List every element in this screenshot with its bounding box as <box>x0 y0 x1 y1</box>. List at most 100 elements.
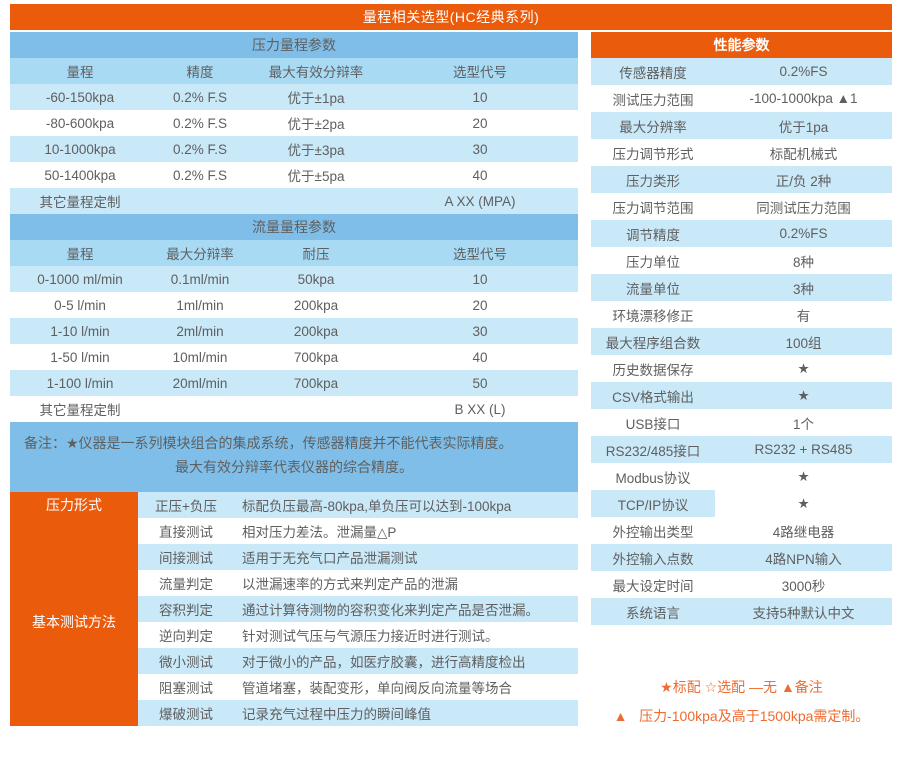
left-column: 压力量程参数 量程 精度 最大有效分辩率 选型代号 -60-150kpa 0.2% F.S… <box>10 32 578 726</box>
pressure-form-label: 压力形式 <box>10 491 138 518</box>
right-column: 性能参数 传感器精度 0.2%FS 测试压力范围 -100-1000kpa ▲1 最大分… <box>591 32 892 732</box>
pressure-col-header-1: 精度 <box>150 58 250 84</box>
performance-value: 0.2%FS <box>715 58 892 85</box>
flow-cell-2: 200kpa <box>250 318 382 344</box>
flow-cell-2: 50kpa <box>250 266 382 292</box>
performance-key: 传感器精度 <box>591 58 715 85</box>
flow-row: 0-1000 ml/min 0.1ml/min 50kpa 10 <box>10 266 578 292</box>
method-row: 逆向判定 针对测试气压与气源压力接近时进行测试。 <box>138 621 578 648</box>
pressure-cell-3: 30 <box>382 136 578 162</box>
flow-custom-code: B XX (L) <box>382 396 578 422</box>
legend-line-1: ★标配 ☆选配 —无 ▲备注 <box>660 679 823 695</box>
flow-cell-0: 0-5 l/min <box>10 292 150 318</box>
methods-block: 压力形式 基本测试方法 正压+负压 标配负压最高-80kpa,单负压可以达到-10… <box>10 491 578 726</box>
flow-cell-1: 10ml/min <box>150 344 250 370</box>
pressure-cell-2: 优于±1pa <box>250 84 382 110</box>
flow-cell-2: 700kpa <box>250 370 382 396</box>
pressure-cell-3: 10 <box>382 84 578 110</box>
performance-value: -100-1000kpa ▲1 <box>715 85 892 112</box>
performance-row: 测试压力范围 -100-1000kpa ▲1 <box>591 85 892 112</box>
performance-value: ★ <box>715 490 892 517</box>
flow-cell-2: 700kpa <box>250 344 382 370</box>
flow-cell-1: 1ml/min <box>150 292 250 318</box>
legend-block: ★标配 ☆选配 —无 ▲备注 ▲ 压力-100kpa及高于1500kpa需定制。 <box>591 673 892 732</box>
flow-cell-2: 200kpa <box>250 292 382 318</box>
flow-cell-1: 2ml/min <box>150 318 250 344</box>
flow-custom-row: 其它量程定制 B XX (L) <box>10 396 578 422</box>
performance-key: 外控输出类型 <box>591 517 715 544</box>
flow-custom-label: 其它量程定制 <box>10 396 150 422</box>
performance-value: 8种 <box>715 247 892 274</box>
performance-key: Modbus协议 <box>591 463 715 490</box>
flow-col-header-0: 量程 <box>10 240 150 266</box>
method-name: 正压+负压 <box>138 491 234 518</box>
performance-row: 传感器精度 0.2%FS <box>591 58 892 85</box>
pressure-row: -80-600kpa 0.2% F.S 优于±2pa 20 <box>10 110 578 136</box>
remark-block: 备注：★仪器是一系列模块组合的集成系统，传感器精度并不能代表实际精度。 最大有效… <box>10 422 578 492</box>
performance-value: 1个 <box>715 409 892 436</box>
flow-cell-3: 20 <box>382 292 578 318</box>
method-name: 爆破测试 <box>138 699 234 726</box>
pressure-row: 10-1000kpa 0.2% F.S 优于±3pa 30 <box>10 136 578 162</box>
performance-key: 压力单位 <box>591 247 715 274</box>
method-row: 正压+负压 标配负压最高-80kpa,单负压可以达到-100kpa <box>138 491 578 518</box>
method-desc: 管道堵塞，装配变形，单向阀反向流量等场合 <box>234 673 578 700</box>
method-row: 阻塞测试 管道堵塞，装配变形，单向阀反向流量等场合 <box>138 673 578 700</box>
pressure-cell-0: -60-150kpa <box>10 84 150 110</box>
method-row: 容积判定 通过计算待测物的容积变化来判定产品是否泄漏。 <box>138 595 578 622</box>
performance-key: 环境漂移修正 <box>591 301 715 328</box>
performance-key: 系统语言 <box>591 598 715 625</box>
performance-value: 有 <box>715 301 892 328</box>
flow-col-header-1: 最大分辩率 <box>150 240 250 266</box>
performance-value: ★ <box>715 463 892 490</box>
performance-value: 100组 <box>715 328 892 355</box>
pressure-cell-0: 50-1400kpa <box>10 162 150 188</box>
performance-row: 最大分辨率 优于1pa <box>591 112 892 139</box>
method-name: 阻塞测试 <box>138 673 234 700</box>
performance-section-band: 性能参数 <box>591 32 892 58</box>
method-name: 容积判定 <box>138 595 234 622</box>
pressure-col-header-3: 选型代号 <box>382 58 578 84</box>
flow-custom-blank-2 <box>250 396 382 422</box>
method-name: 微小测试 <box>138 647 234 674</box>
performance-key: 最大设定时间 <box>591 571 715 598</box>
performance-row: 最大设定时间 3000秒 <box>591 571 892 598</box>
performance-key: 压力类形 <box>591 166 715 193</box>
flow-header-row: 量程 最大分辩率 耐压 选型代号 <box>10 240 578 266</box>
method-desc: 以泄漏速率的方式来判定产品的泄漏 <box>234 569 578 596</box>
performance-value: 3种 <box>715 274 892 301</box>
performance-row: 历史数据保存 ★ <box>591 355 892 382</box>
performance-row: 压力调节范围 同测试压力范围 <box>591 193 892 220</box>
performance-key: 压力调节范围 <box>591 193 715 220</box>
performance-key: CSV格式输出 <box>591 382 715 409</box>
method-name: 流量判定 <box>138 569 234 596</box>
performance-value: 4路NPN输入 <box>715 544 892 571</box>
performance-row: 外控输出类型 4路继电器 <box>591 517 892 544</box>
method-row: 微小测试 对于微小的产品，如医疗胶囊，进行高精度检出 <box>138 647 578 674</box>
performance-value: ★ <box>715 355 892 382</box>
flow-cell-1: 20ml/min <box>150 370 250 396</box>
performance-row: 压力调节形式 标配机械式 <box>591 139 892 166</box>
flow-row: 1-50 l/min 10ml/min 700kpa 40 <box>10 344 578 370</box>
method-name: 间接测试 <box>138 543 234 570</box>
pressure-col-header-0: 量程 <box>10 58 150 84</box>
pressure-range-table: 量程 精度 最大有效分辩率 选型代号 -60-150kpa 0.2% F.S 优于±1pa 1… <box>10 58 578 214</box>
flow-cell-0: 0-1000 ml/min <box>10 266 150 292</box>
method-desc: 适用于无充气口产品泄漏测试 <box>234 543 578 570</box>
performance-row: 系统语言 支持5种默认中文 <box>591 598 892 625</box>
flow-section-band: 流量量程参数 <box>10 214 578 240</box>
method-desc: 相对压力差法。泄漏量△P <box>234 517 578 544</box>
pressure-col-header-2: 最大有效分辩率 <box>250 58 382 84</box>
methods-table: 正压+负压 标配负压最高-80kpa,单负压可以达到-100kpa 直接测试 相对压力… <box>138 491 578 726</box>
flow-cell-0: 1-10 l/min <box>10 318 150 344</box>
performance-key: USB接口 <box>591 409 715 436</box>
performance-key: 最大分辨率 <box>591 112 715 139</box>
triangle-icon: ▲ <box>613 708 628 725</box>
performance-key: 流量单位 <box>591 274 715 301</box>
pressure-custom-row: 其它量程定制 A XX (MPA) <box>10 188 578 214</box>
flow-cell-3: 40 <box>382 344 578 370</box>
test-methods-label: 基本测试方法 <box>10 517 138 726</box>
pressure-custom-blank-1 <box>150 188 250 214</box>
performance-key: 压力调节形式 <box>591 139 715 166</box>
